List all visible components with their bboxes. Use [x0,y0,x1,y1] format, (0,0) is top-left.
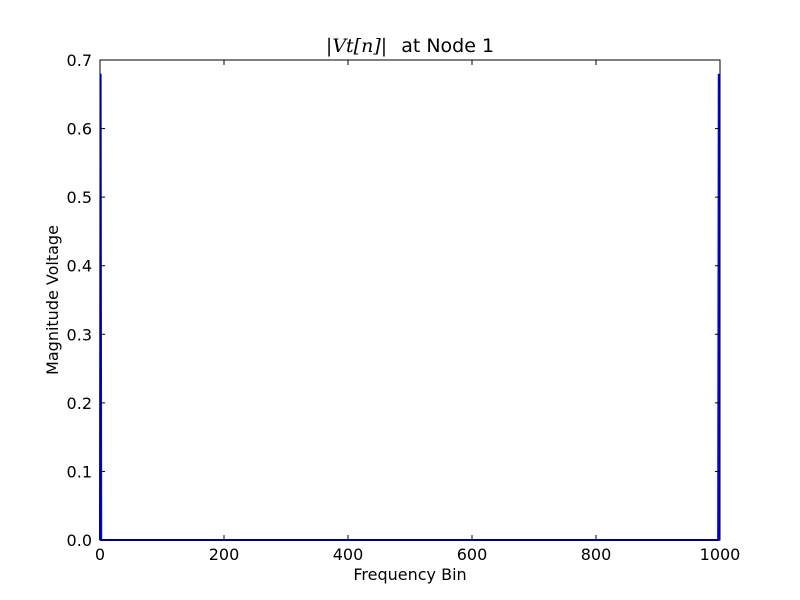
y-tick-label: 0.3 [67,325,92,344]
chart-title-text: at Node 1 [401,35,494,57]
y-tick-label: 0.2 [67,394,92,413]
axes-frame [99,59,721,541]
y-tick-label: 0.7 [67,51,92,70]
chart-title-math: |Vt[n]| [326,35,387,57]
x-tick-label: 0 [95,545,105,564]
x-tick-label: 600 [457,545,488,564]
x-tick-label: 800 [581,545,612,564]
x-tick-label: 200 [209,545,240,564]
y-axis: 0.0 0.1 0.2 0.3 0.4 0.5 0.6 0.7 [67,51,720,550]
chart-title: |Vt[n]| at Node 1 [326,35,494,57]
y-axis-label: Magnitude Voltage [43,225,62,375]
y-tick-label: 0.0 [67,531,92,550]
y-tick-label: 0.6 [67,120,92,139]
y-tick-label: 0.1 [67,462,92,481]
y-tick-label: 0.5 [67,188,92,207]
y-tick-label: 0.4 [67,257,92,276]
x-axis: 0 200 400 600 800 1000 [95,60,740,564]
x-tick-label: 400 [333,545,364,564]
x-axis-label: Frequency Bin [353,565,466,584]
x-tick-label: 1000 [700,545,741,564]
